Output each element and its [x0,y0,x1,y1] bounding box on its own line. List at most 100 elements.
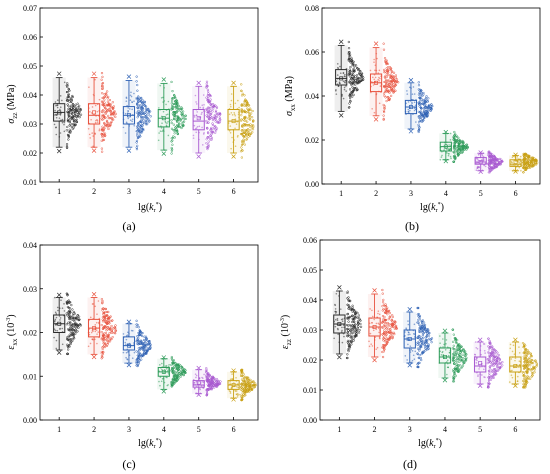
data-point [73,319,76,323]
data-point [389,68,392,71]
data-point [442,346,444,348]
data-point [174,361,177,365]
data-point [483,376,485,378]
data-point [421,326,424,329]
data-point [246,376,249,379]
data-point [212,384,215,387]
data-point [100,71,104,75]
data-point [461,359,464,362]
data-point [337,67,340,70]
data-point [71,331,74,335]
x-tick-label: 3 [127,425,131,434]
data-point [180,125,183,128]
y-tick-label: 0.02 [23,149,37,158]
data-point [498,362,502,366]
data-point [147,109,151,113]
data-point [55,316,58,319]
data-point [70,107,73,110]
data-point [240,118,243,121]
data-point [348,88,352,91]
data-point [235,390,238,392]
data-point [106,100,110,103]
data-point [248,113,251,116]
data-point [193,116,196,118]
data-point [374,76,377,79]
data-point [203,373,205,376]
data-point [348,92,352,96]
data-point [229,383,232,385]
data-point [245,100,249,103]
data-point [200,385,203,387]
data-point [101,346,104,349]
x-tick-label: 6 [232,425,236,434]
data-point [108,328,111,331]
data-point [70,112,73,115]
data-point [159,376,162,378]
data-point [66,348,70,351]
data-point [454,135,457,138]
data-point [211,375,215,378]
data-point [383,311,387,314]
data-point [177,107,181,111]
data-point [184,117,187,121]
panel-d-xlabel: lg(kr*) [418,438,442,450]
x-tick-label: 5 [197,425,201,434]
data-point [207,144,210,147]
data-point [63,121,66,124]
data-point [407,108,410,111]
data-point [61,343,64,346]
data-point [354,334,358,337]
data-point [175,108,178,111]
data-point [175,100,179,103]
data-point [182,124,185,127]
data-point [165,103,167,106]
data-point [415,121,417,123]
data-point [336,319,339,322]
data-point [416,306,420,310]
data-point [369,69,372,72]
data-point [531,374,534,377]
data-point [346,335,349,338]
data-point [420,107,423,110]
extreme-marker [91,71,97,76]
extreme-marker [442,378,448,383]
data-point [236,385,238,388]
data-point [426,328,430,331]
data-point [124,112,127,115]
data-point [73,329,76,333]
data-point [511,156,514,159]
data-point [206,111,210,115]
data-point [378,76,380,79]
data-point [417,84,421,87]
data-point [70,338,73,341]
x-tick-label: 1 [57,425,61,434]
data-point [348,96,352,100]
data-point [452,160,455,163]
data-point [451,352,455,356]
data-point [410,348,413,351]
data-point [492,355,496,358]
data-point [180,126,183,130]
data-point [111,117,114,120]
data-point [388,323,391,326]
data-point [454,337,457,340]
data-point [530,361,533,364]
data-point [525,381,528,385]
extreme-marker [478,169,483,175]
data-point [450,157,452,160]
data-point [388,97,391,100]
data-point [452,351,456,354]
data-point [88,86,90,88]
data-point [211,110,214,113]
data-point [67,87,70,91]
data-point [201,104,204,107]
data-point [387,73,390,77]
data-point [382,103,385,107]
data-point [98,98,101,101]
extreme-marker [231,368,236,373]
extreme-marker [513,337,518,342]
data-point [136,134,139,137]
data-point [487,352,491,355]
data-point [384,311,388,315]
data-point [417,336,420,339]
